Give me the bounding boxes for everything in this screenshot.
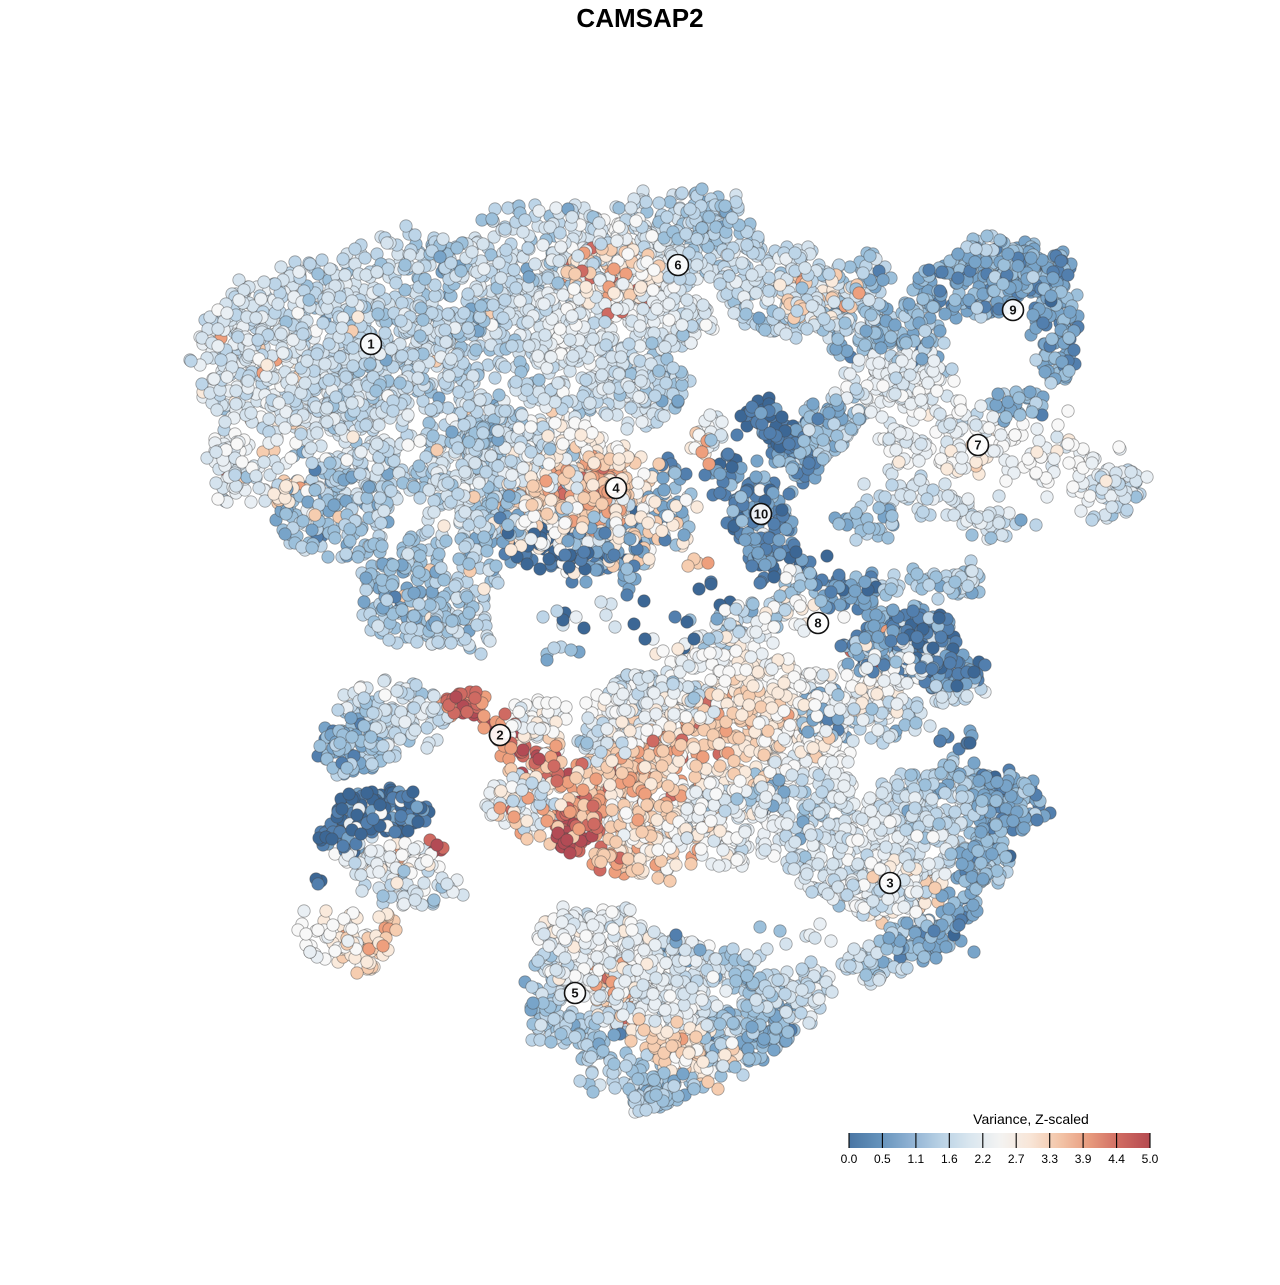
svg-text:CAMSAP2: CAMSAP2: [576, 3, 703, 33]
